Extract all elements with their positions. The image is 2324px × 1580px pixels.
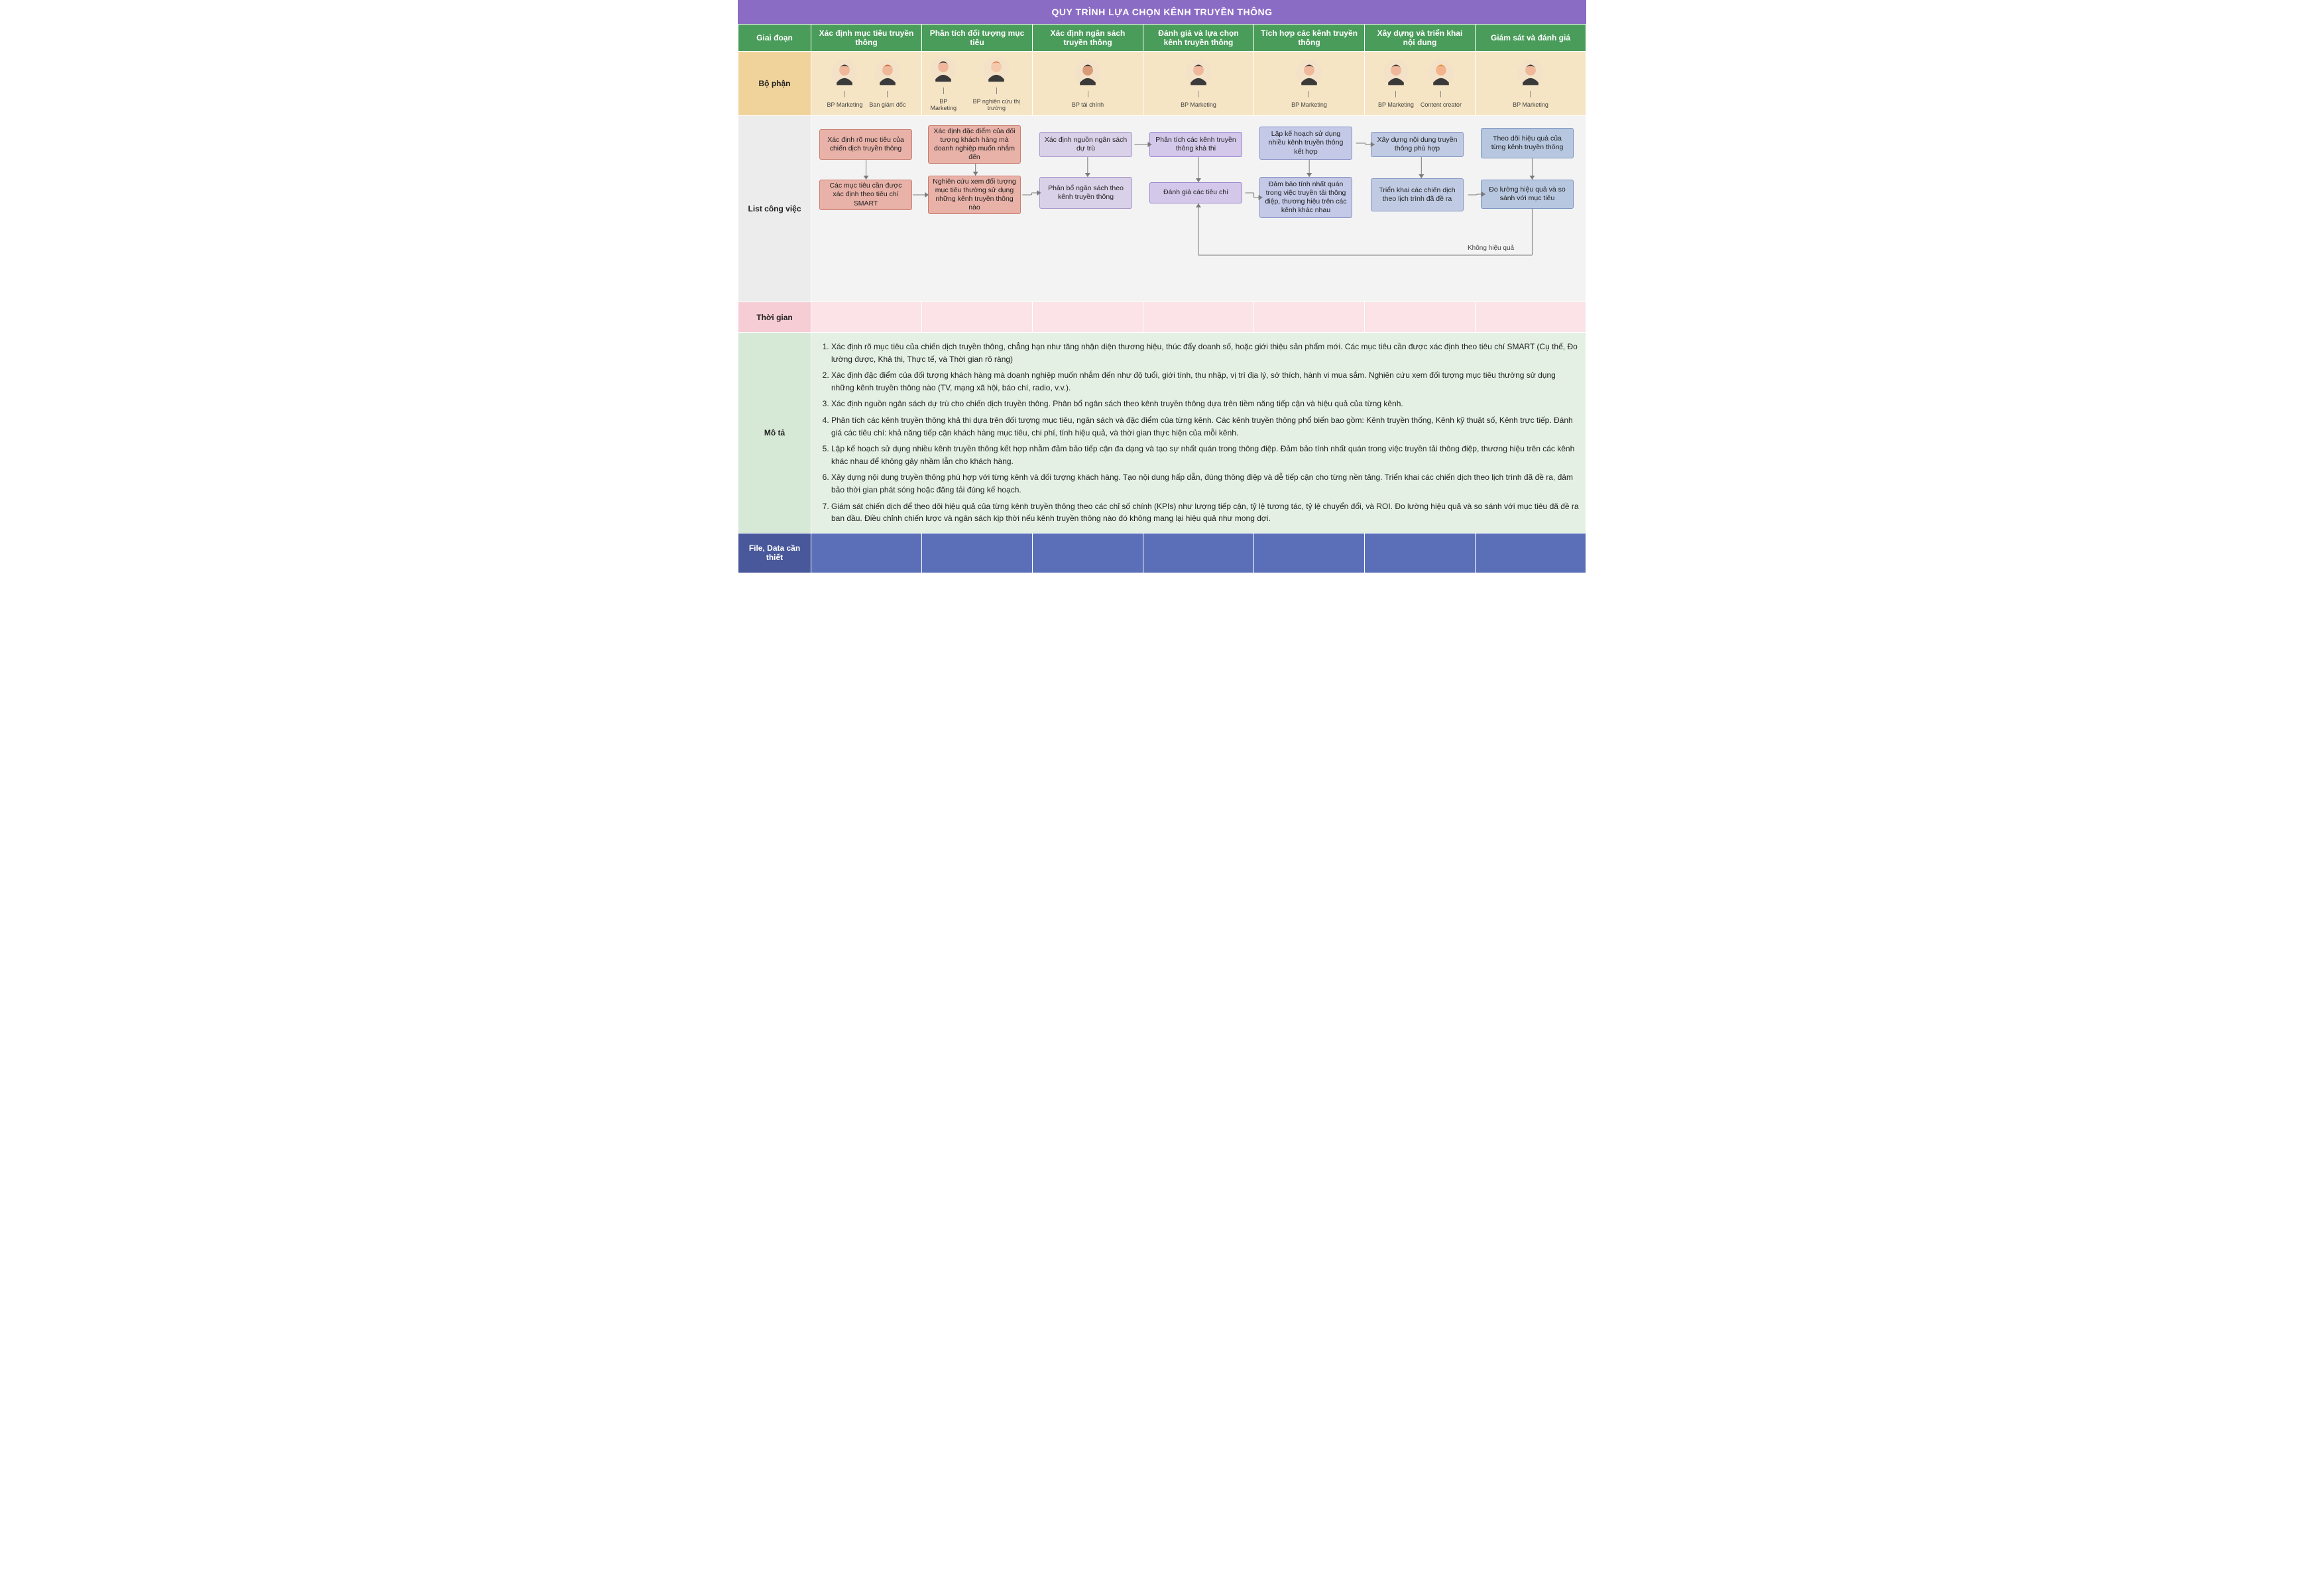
row-label-dept: Bộ phận <box>738 52 811 116</box>
avatar: BP Marketing <box>1378 59 1414 108</box>
stage-header: Xác định ngân sách truyền thông <box>1033 25 1143 52</box>
file-cell <box>1033 533 1143 573</box>
description-item: Lập kế hoạch sử dụng nhiều kênh truyền t… <box>831 443 1580 467</box>
feedback-label: Không hiệu quả <box>1468 245 1514 252</box>
file-cell <box>1365 533 1476 573</box>
time-cell <box>1476 302 1586 333</box>
file-cell <box>922 533 1033 573</box>
row-label-stage: Giai đoạn <box>738 25 811 52</box>
page-title: QUY TRÌNH LỰA CHỌN KÊNH TRUYỀN THÔNG <box>738 0 1586 24</box>
time-cell <box>1033 302 1143 333</box>
time-cell <box>1143 302 1254 333</box>
file-cell <box>1476 533 1586 573</box>
avatar: BP Marketing <box>1291 59 1327 108</box>
stage-header: Giám sát và đánh giá <box>1476 25 1586 52</box>
time-cell <box>811 302 922 333</box>
description-list: Xác định rõ mục tiêu của chiến dịch truy… <box>831 341 1580 525</box>
stage-header: Tích hợp các kênh truyền thông <box>1254 25 1365 52</box>
avatar: BP Marketing <box>827 59 863 108</box>
stage-header: Đánh giá và lựa chọn kênh truyền thông <box>1143 25 1254 52</box>
avatar: BP Marketing <box>927 56 960 111</box>
row-label-files: File, Data cần thiết <box>738 533 811 573</box>
file-cell <box>1143 533 1254 573</box>
dept-cell: BP Marketing BP nghiên cứu thị trường <box>922 52 1033 116</box>
dept-cell: BP tài chính <box>1033 52 1143 116</box>
dept-cell: BP Marketing <box>1254 52 1365 116</box>
stage-header: Xây dựng và triển khai nội dung <box>1365 25 1476 52</box>
description-item: Xác định nguồn ngân sách dự trù cho chiế… <box>831 398 1580 410</box>
file-cell <box>1254 533 1365 573</box>
avatar: BP tài chính <box>1072 59 1104 108</box>
dept-cell: BP Marketing Content creator <box>1365 52 1476 116</box>
avatar: BP Marketing <box>1181 59 1216 108</box>
stage-header: Phân tích đối tượng mục tiêu <box>922 25 1033 52</box>
avatar: Content creator <box>1421 59 1462 108</box>
dept-cell: BP Marketing <box>1476 52 1586 116</box>
row-label-tasks: List công việc <box>738 116 811 302</box>
row-label-time: Thời gian <box>738 302 811 333</box>
row-label-desc: Mô tả <box>738 333 811 534</box>
description-item: Giám sát chiến dịch để theo dõi hiệu quả… <box>831 500 1580 525</box>
dept-cell: BP Marketing <box>1143 52 1254 116</box>
file-cell <box>811 533 922 573</box>
avatar: BP nghiên cứu thị trường <box>966 56 1027 111</box>
description-item: Xây dựng nội dung truyền thông phù hợp v… <box>831 471 1580 496</box>
avatar: BP Marketing <box>1513 59 1548 108</box>
process-table: Giai đoạn Xác định mục tiêu truyền thông… <box>738 24 1586 573</box>
time-cell <box>1254 302 1365 333</box>
stage-header: Xác định mục tiêu truyền thông <box>811 25 922 52</box>
time-cell <box>1365 302 1476 333</box>
avatar: Ban giám đốc <box>869 59 905 108</box>
description-item: Xác định rõ mục tiêu của chiến dịch truy… <box>831 341 1580 365</box>
dept-cell: BP Marketing Ban giám đốc <box>811 52 922 116</box>
description-item: Phân tích các kênh truyền thông khả thi … <box>831 414 1580 439</box>
description-item: Xác định đặc điểm của đối tượng khách hà… <box>831 369 1580 394</box>
time-cell <box>922 302 1033 333</box>
